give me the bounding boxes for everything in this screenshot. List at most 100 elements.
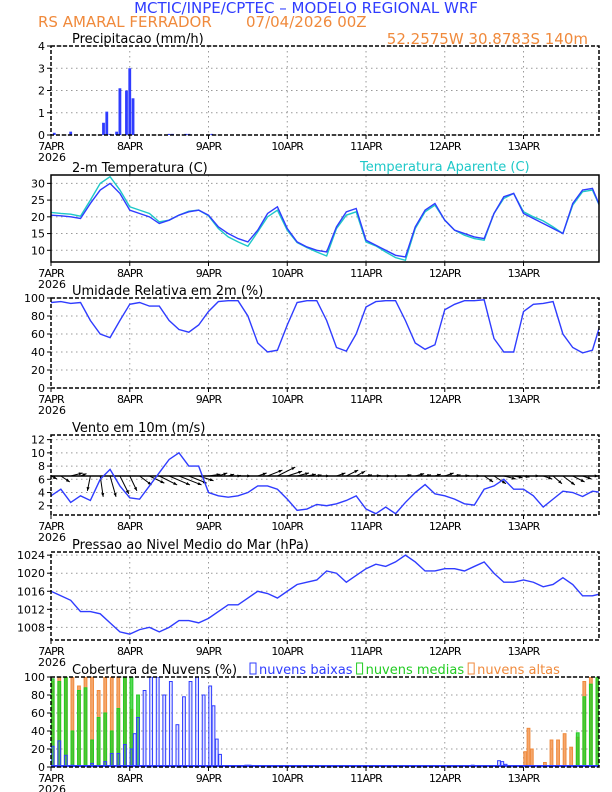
precip-bar bbox=[167, 133, 171, 135]
y-tick-label: 80 bbox=[31, 310, 45, 323]
x-tick-label: 7APR bbox=[38, 140, 65, 153]
cloud-bar bbox=[201, 694, 206, 767]
y-tick-label: 2 bbox=[38, 500, 45, 513]
x-tick-label: 8APR bbox=[117, 520, 144, 533]
y-tick-label: 25 bbox=[31, 194, 45, 207]
y-tick-label: 1 bbox=[38, 107, 45, 120]
station-name: RS AMARAL FERRADOR bbox=[38, 13, 212, 31]
panel-precip bbox=[47, 45, 600, 139]
x-tick-label: 9APR bbox=[196, 140, 223, 153]
year-label: 2026 bbox=[38, 656, 66, 669]
y-tick-label: 0 bbox=[38, 129, 45, 142]
cloud-bar bbox=[149, 677, 154, 767]
precip-bar bbox=[131, 98, 135, 135]
cloud-bar bbox=[543, 762, 547, 767]
y-tick-label: 20 bbox=[31, 743, 45, 756]
x-tick-label: 7APR bbox=[38, 772, 65, 785]
x-tick-label: 8APR bbox=[117, 645, 144, 658]
wind-arrowhead bbox=[511, 476, 516, 480]
x-tick-label: 9APR bbox=[196, 645, 223, 658]
x-tick-label: 10APR bbox=[271, 772, 304, 785]
x-tick-label: 8APR bbox=[117, 267, 144, 280]
x-tick-label: 8APR bbox=[117, 772, 144, 785]
y-tick-label: 4 bbox=[38, 40, 45, 53]
cloud-bar bbox=[208, 685, 213, 767]
wind-arrowhead bbox=[223, 472, 228, 476]
wind-arrowhead bbox=[558, 480, 562, 484]
wind-arrowhead bbox=[185, 482, 190, 485]
plot-area bbox=[51, 451, 599, 515]
x-tick-label: 7APR bbox=[38, 645, 65, 658]
wind-arrowhead bbox=[101, 492, 105, 497]
cloud-bar bbox=[195, 677, 199, 767]
cloud-bar bbox=[132, 733, 137, 767]
panel-clouds bbox=[47, 662, 600, 771]
y-tick-label: 0 bbox=[38, 382, 45, 395]
cloud-bar bbox=[116, 753, 121, 767]
series-line bbox=[51, 554, 599, 635]
wind-arrowhead bbox=[449, 472, 454, 476]
precip-bar bbox=[69, 131, 73, 135]
x-tick-label: 10APR bbox=[271, 267, 304, 280]
x-tick-label: 11APR bbox=[350, 520, 383, 533]
x-tick-label: 13APR bbox=[508, 520, 541, 533]
wind-arrowhead bbox=[86, 486, 90, 491]
y-tick-label: 1016 bbox=[17, 585, 45, 598]
precip-bar bbox=[125, 90, 128, 135]
legend-swatch bbox=[356, 662, 364, 675]
panel-title: Umidade Relativa em 2m (%) bbox=[72, 284, 263, 299]
x-tick-label: 7APR bbox=[38, 267, 65, 280]
cloud-bar bbox=[588, 683, 593, 767]
cloud-bar bbox=[218, 753, 222, 767]
y-tick-label: 1008 bbox=[17, 621, 45, 634]
x-tick-label: 11APR bbox=[350, 393, 383, 406]
wind-arrowhead bbox=[587, 476, 592, 480]
location-coords: 52.2575W 30.8783S 140m bbox=[386, 30, 588, 48]
x-tick-label: 8APR bbox=[117, 140, 144, 153]
cloud-bar bbox=[526, 727, 531, 767]
cloud-bar bbox=[214, 738, 219, 767]
plot-area bbox=[51, 175, 599, 262]
year-label: 2026 bbox=[38, 404, 66, 417]
year-label: 2026 bbox=[38, 783, 66, 792]
plot-frame bbox=[50, 551, 600, 641]
wind-arrowhead bbox=[361, 471, 366, 475]
y-tick-label: 3 bbox=[38, 62, 45, 75]
panel-wind bbox=[47, 434, 600, 519]
x-tick-label: 13APR bbox=[508, 772, 541, 785]
cloud-bar bbox=[582, 696, 587, 767]
y-tick-label: 15 bbox=[31, 228, 45, 241]
precip-bar bbox=[128, 68, 132, 135]
cloud-bar bbox=[90, 739, 94, 767]
wind-arrowhead bbox=[580, 478, 585, 482]
cloud-bar bbox=[129, 748, 134, 767]
precip-bar bbox=[115, 131, 119, 135]
wind-arrowhead bbox=[113, 492, 117, 497]
precip-bar bbox=[210, 133, 214, 135]
cloud-bar bbox=[155, 677, 160, 767]
cloud-bar bbox=[211, 705, 216, 767]
panel-title: 2-m Temperatura (C) bbox=[72, 161, 208, 176]
x-tick-label: 9APR bbox=[196, 393, 223, 406]
legend-nuvens-medias: nuvens medias bbox=[366, 663, 465, 678]
wind-arrowhead bbox=[125, 489, 129, 494]
plot-frame bbox=[50, 676, 600, 768]
cloud-bar bbox=[168, 681, 173, 767]
x-tick-label: 12APR bbox=[429, 393, 462, 406]
y-tick-label: 10 bbox=[31, 244, 45, 257]
wind-arrowhead bbox=[305, 472, 310, 476]
x-tick-label: 9APR bbox=[196, 520, 223, 533]
cloud-bar bbox=[109, 730, 114, 767]
wind-arrowhead bbox=[354, 470, 359, 474]
wind-arrowhead bbox=[52, 475, 57, 479]
cloud-bar bbox=[562, 733, 567, 767]
x-tick-label: 13APR bbox=[508, 140, 541, 153]
x-tick-label: 12APR bbox=[429, 267, 462, 280]
cloud-bar bbox=[523, 751, 528, 767]
cloud-bar bbox=[549, 739, 554, 767]
plot-frame bbox=[50, 45, 600, 136]
panel-rh bbox=[47, 297, 600, 392]
y-tick-label: 40 bbox=[31, 725, 45, 738]
legend-swatch bbox=[467, 662, 475, 675]
